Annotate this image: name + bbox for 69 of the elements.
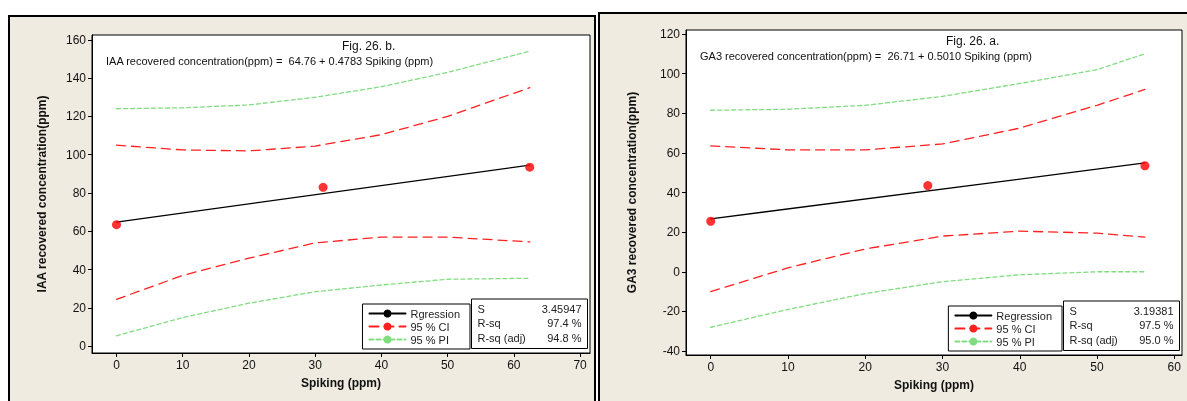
x-tick-label: 10 bbox=[781, 360, 795, 374]
x-tick-label: 40 bbox=[374, 358, 389, 372]
line-series bbox=[115, 236, 531, 301]
y-tick-label: 0 bbox=[673, 264, 681, 279]
point bbox=[318, 182, 328, 192]
y-tick-label: -20 bbox=[662, 304, 681, 319]
x-tick-label: 30 bbox=[935, 360, 950, 374]
annotation: 95.0 % bbox=[1139, 333, 1174, 346]
y-tick-label: 40 bbox=[72, 262, 87, 277]
point bbox=[1140, 161, 1150, 171]
y-tick-label: 20 bbox=[72, 300, 87, 315]
y-tick-label: 20 bbox=[666, 225, 681, 240]
x-tick-label: 20 bbox=[858, 360, 873, 374]
y-tick-label: 100 bbox=[65, 147, 87, 162]
annotation: R-sq bbox=[477, 317, 501, 329]
y-tick-label: 100 bbox=[659, 66, 681, 81]
annotation: 97.5 % bbox=[1139, 319, 1174, 331]
y-tick-label: 120 bbox=[65, 109, 87, 124]
legend-label: 95 % PI bbox=[996, 335, 1035, 348]
y-tick-label: -40 bbox=[662, 344, 681, 359]
legend-label: 95 % CI bbox=[996, 322, 1036, 335]
point bbox=[706, 216, 716, 226]
chart-title: Fig. 26. b. bbox=[342, 39, 396, 53]
x-tick-label: 50 bbox=[440, 358, 455, 372]
annotation: 97.4 % bbox=[547, 317, 582, 329]
y-tick-label: 140 bbox=[65, 71, 87, 86]
annotation: IAA recovered concentration(ppm) = 64.76 + 0.4783 Spiking (ppm) bbox=[106, 54, 434, 67]
x-tick-label: 30 bbox=[308, 358, 323, 372]
y-tick-label: 40 bbox=[666, 185, 681, 200]
legend-label: Regression bbox=[996, 309, 1052, 322]
annotation: GA3 recovered concentration(ppm) = 26.71 + 0.5010 Spiking (ppm) bbox=[700, 49, 1033, 62]
x-axis-title: Spiking (ppm) bbox=[301, 376, 381, 390]
legend-label: 95 % PI bbox=[410, 333, 450, 346]
x-tick-label: 10 bbox=[176, 358, 190, 372]
line-series bbox=[115, 87, 531, 152]
y-tick-label: 160 bbox=[65, 32, 87, 47]
annotation: 3.19381 bbox=[1133, 304, 1174, 317]
x-tick-label: 50 bbox=[1090, 360, 1105, 374]
point bbox=[112, 220, 121, 230]
y-tick-label: 0 bbox=[79, 339, 87, 354]
point bbox=[923, 181, 933, 191]
x-tick-label: 0 bbox=[113, 358, 121, 372]
annotation: 3.45947 bbox=[541, 302, 582, 315]
annotation: S bbox=[1069, 304, 1077, 317]
y-tick-label: 120 bbox=[659, 26, 681, 41]
line-series bbox=[710, 88, 1146, 151]
x-axis-title: Spiking (ppm) bbox=[894, 378, 974, 392]
y-axis-title: IAA recovered concentration(ppm) bbox=[35, 95, 49, 293]
y-axis-title: GA3 recovered concentration(ppm) bbox=[625, 91, 639, 294]
legend-label: Rgression bbox=[410, 307, 461, 320]
y-tick-label: 60 bbox=[72, 224, 87, 239]
y-tick-label: 80 bbox=[72, 186, 87, 201]
annotation: R-sq (adj) bbox=[477, 331, 526, 344]
point bbox=[525, 162, 535, 172]
x-tick-label: 40 bbox=[1013, 360, 1027, 374]
y-tick-label: 80 bbox=[666, 106, 681, 121]
annotation: R-sq (adj) bbox=[1069, 333, 1118, 346]
x-tick-label: 0 bbox=[707, 360, 715, 374]
annotation: 94.8 % bbox=[547, 331, 582, 344]
x-tick-label: 20 bbox=[242, 358, 256, 372]
annotation: S bbox=[477, 302, 485, 315]
chart-title: Fig. 26. a. bbox=[946, 34, 1000, 48]
legend-label: 95 % CI bbox=[410, 320, 450, 333]
x-tick-label: 60 bbox=[507, 358, 521, 372]
x-tick-label: 60 bbox=[1167, 360, 1182, 374]
y-tick-label: 60 bbox=[666, 145, 681, 160]
annotation: R-sq bbox=[1069, 319, 1093, 331]
line-series bbox=[710, 230, 1146, 293]
x-tick-label: 70 bbox=[573, 358, 588, 372]
